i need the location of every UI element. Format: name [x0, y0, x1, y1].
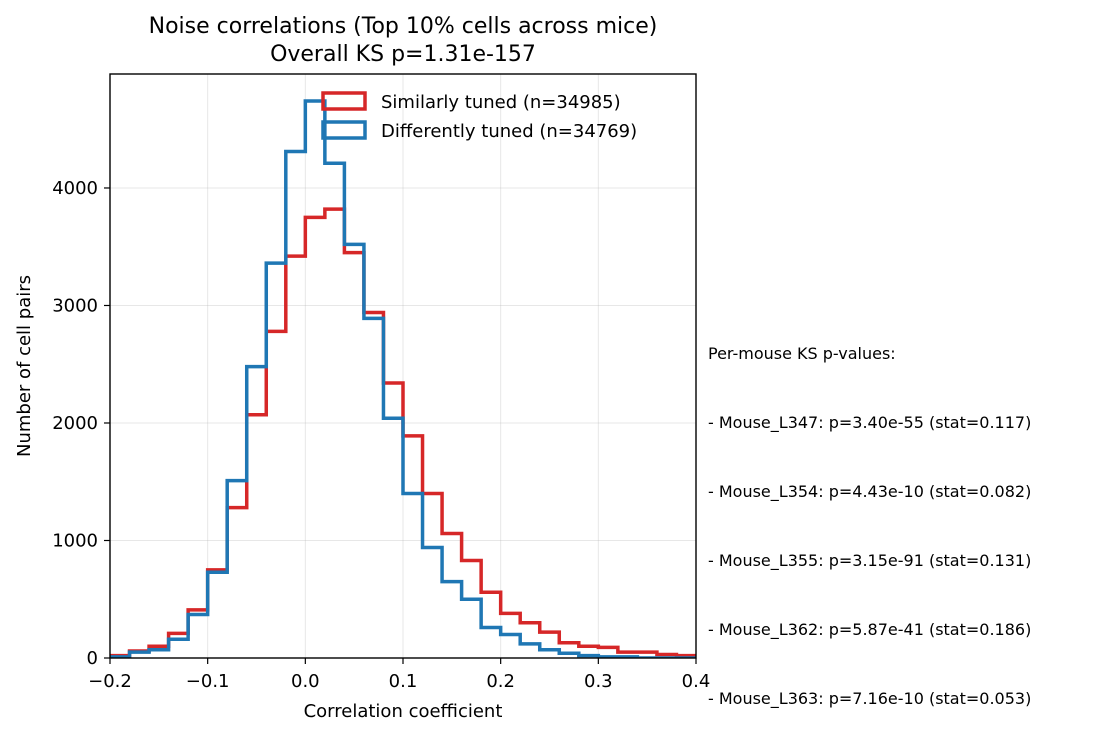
annotation-line: - Mouse_L347: p=3.40e-55 (stat=0.117) — [708, 413, 1032, 432]
legend-swatch — [321, 120, 367, 140]
y-tick-label: 4000 — [52, 178, 98, 199]
y-axis-label: Number of cell pairs — [14, 275, 35, 457]
x-tick-label: 0.3 — [584, 671, 613, 692]
grid-lines — [109, 74, 697, 659]
histogram-series-step — [110, 99, 696, 658]
x-axis-label: Correlation coefficient — [304, 701, 503, 722]
legend-label: Similarly tuned (n=34985) — [381, 92, 621, 113]
chart-subtitle: Overall KS p=1.31e-157 — [270, 42, 536, 67]
annotation-line: - Mouse_L363: p=7.16e-10 (stat=0.053) — [708, 689, 1032, 708]
x-tick-label: 0.4 — [682, 671, 711, 692]
histogram-series — [110, 99, 696, 658]
annotation-line: - Mouse_L362: p=5.87e-41 (stat=0.186) — [708, 620, 1032, 639]
annotation-line: - Mouse_L354: p=4.43e-10 (stat=0.082) — [708, 482, 1032, 501]
x-tick-label: −0.1 — [186, 671, 230, 692]
y-tick-label: 2000 — [52, 413, 98, 434]
annotation-line: - Mouse_L355: p=3.15e-91 (stat=0.131) — [708, 551, 1032, 570]
x-tick-label: 0.2 — [486, 671, 515, 692]
chart-title: Noise correlations (Top 10% cells across… — [149, 14, 658, 39]
y-tick-label: 1000 — [52, 530, 98, 551]
x-tick-label: 0.0 — [291, 671, 320, 692]
annotation-heading: Per-mouse KS p-values: — [708, 344, 896, 363]
y-tick-label: 3000 — [52, 295, 98, 316]
legend-swatch — [321, 91, 367, 111]
legend: Similarly tuned (n=34985) Differently tun… — [321, 91, 637, 142]
x-tick-label: 0.1 — [389, 671, 418, 692]
x-tick-label: −0.2 — [88, 671, 132, 692]
legend-label: Differently tuned (n=34769) — [381, 121, 637, 142]
y-tick-label: 0 — [87, 648, 98, 669]
axes: −0.2 −0.1 0.0 0.1 0.2 0.3 0.4 0 1000 2000 3000 4000 — [52, 73, 711, 692]
per-mouse-ks-annotation: Per-mouse KS p-values: - Mouse_L347: p=3… — [708, 296, 1031, 733]
